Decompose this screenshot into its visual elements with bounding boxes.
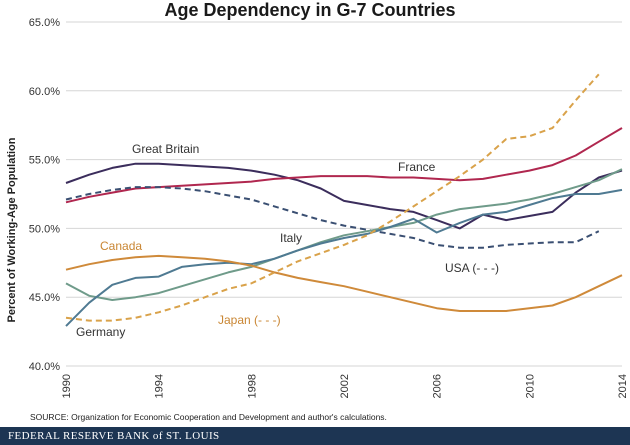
series-line-2 bbox=[65, 186, 600, 249]
series-line-5 bbox=[65, 254, 623, 312]
x-tick-label: 2014 bbox=[617, 374, 629, 398]
source-note: SOURCE: Organization for Economic Cooper… bbox=[30, 412, 387, 422]
x-tick-label: 1998 bbox=[246, 374, 258, 398]
series-label: Japan (- - -) bbox=[218, 313, 281, 327]
series-line-1 bbox=[65, 127, 623, 204]
x-tick-label: 2010 bbox=[524, 374, 536, 398]
y-axis-ticks: 40.0% 45.0% 50.0% 55.0% 60.0% 65.0% bbox=[29, 17, 60, 373]
y-axis-label: Percent of Working-Age Population bbox=[6, 137, 18, 322]
x-tick-label: 1994 bbox=[154, 374, 166, 398]
x-axis-ticks: 1990 1994 1998 2002 2006 2010 2014 bbox=[61, 374, 629, 398]
series-label: Italy bbox=[280, 231, 302, 245]
series-label: USA (- - -) bbox=[445, 261, 499, 275]
chart-title: Age Dependency in G-7 Countries bbox=[164, 0, 455, 20]
y-tick-label: 55.0% bbox=[29, 155, 60, 167]
series-label: Great Britain bbox=[132, 142, 199, 156]
series-label: Germany bbox=[76, 325, 125, 339]
x-tick-label: 2002 bbox=[339, 374, 351, 398]
x-tick-label: 1990 bbox=[61, 374, 73, 398]
series-line-3 bbox=[65, 168, 623, 301]
series-label: Canada bbox=[100, 239, 142, 253]
y-tick-label: 45.0% bbox=[29, 292, 60, 304]
series-label: France bbox=[398, 160, 436, 174]
series-line-4 bbox=[65, 188, 623, 327]
series-labels: Great Britain France USA (- - -) Italy Germa… bbox=[76, 142, 499, 339]
y-tick-label: 40.0% bbox=[29, 361, 60, 373]
gridlines bbox=[66, 21, 622, 367]
y-tick-label: 60.0% bbox=[29, 86, 60, 98]
series-lines bbox=[65, 73, 623, 327]
series-line-0 bbox=[65, 162, 623, 230]
age-dependency-chart: Age Dependency in G-7 Countries Percent … bbox=[6, 0, 629, 422]
x-tick-label: 2006 bbox=[432, 374, 444, 398]
y-tick-label: 65.0% bbox=[29, 17, 60, 29]
publisher-footer: FEDERAL RESERVE BANK of ST. LOUIS bbox=[0, 427, 630, 445]
y-tick-label: 50.0% bbox=[29, 223, 60, 235]
